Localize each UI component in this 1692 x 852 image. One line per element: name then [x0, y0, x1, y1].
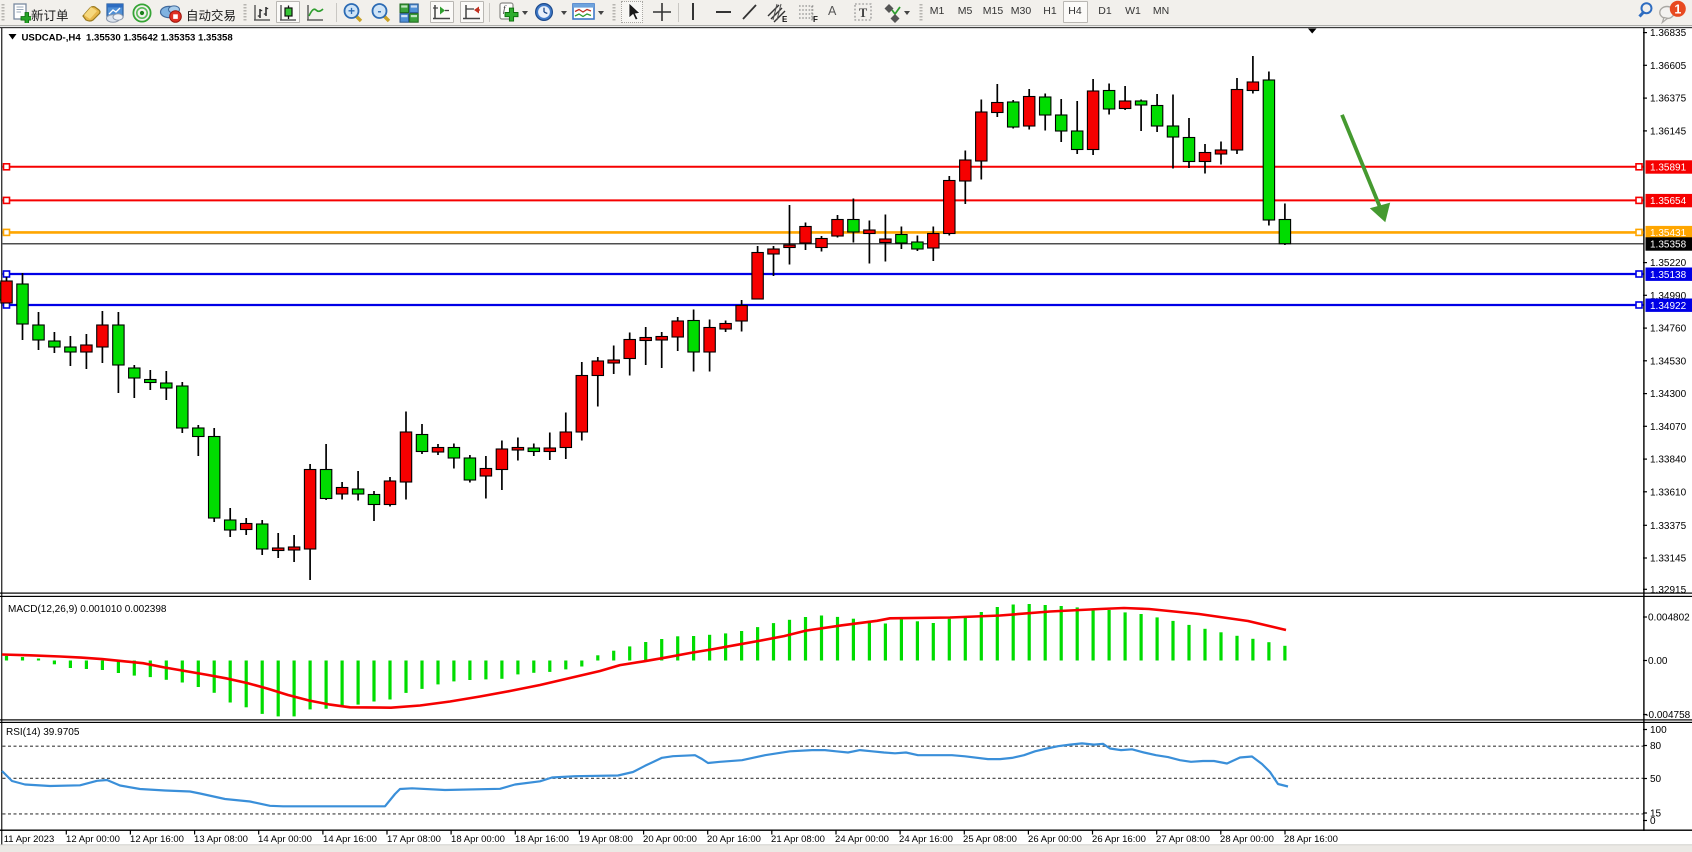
svg-text:17 Apr 08:00: 17 Apr 08:00: [387, 834, 441, 845]
svg-text:20 Apr 16:00: 20 Apr 16:00: [707, 834, 761, 845]
svg-text:19 Apr 08:00: 19 Apr 08:00: [579, 834, 633, 845]
svg-text:1.36375: 1.36375: [1650, 94, 1687, 105]
svg-text:-: -: [378, 4, 382, 18]
svg-text:1.35138: 1.35138: [1650, 270, 1687, 281]
svg-text:1.34760: 1.34760: [1650, 324, 1687, 335]
svg-text:1.36835: 1.36835: [1650, 28, 1687, 39]
svg-text:1.33375: 1.33375: [1650, 521, 1687, 532]
svg-text:1.35654: 1.35654: [1650, 196, 1687, 207]
svg-text:26 Apr 16:00: 26 Apr 16:00: [1092, 834, 1146, 845]
svg-text:E: E: [782, 15, 788, 24]
svg-text:0: 0: [1650, 816, 1656, 827]
svg-text:21 Apr 08:00: 21 Apr 08:00: [771, 834, 825, 845]
svg-text:1.34530: 1.34530: [1650, 356, 1687, 367]
svg-text:13 Apr 08:00: 13 Apr 08:00: [194, 834, 248, 845]
svg-text:12 Apr 00:00: 12 Apr 00:00: [66, 834, 120, 845]
svg-text:MACD(12,26,9) 0.001010 0.00239: MACD(12,26,9) 0.001010 0.002398: [8, 604, 167, 615]
svg-text:f: f: [503, 4, 507, 14]
svg-text:24 Apr 00:00: 24 Apr 00:00: [835, 834, 889, 845]
svg-text:14 Apr 00:00: 14 Apr 00:00: [258, 834, 312, 845]
svg-text:25 Apr 08:00: 25 Apr 08:00: [963, 834, 1017, 845]
svg-text:1.36145: 1.36145: [1650, 127, 1687, 138]
svg-text:27 Apr 08:00: 27 Apr 08:00: [1156, 834, 1210, 845]
svg-text:+: +: [348, 4, 355, 18]
svg-text:T: T: [859, 6, 868, 20]
svg-text:RSI(14) 39.9705: RSI(14) 39.9705: [6, 727, 80, 738]
svg-text:-0.004758: -0.004758: [1645, 710, 1690, 721]
svg-text:1.34990: 1.34990: [1650, 291, 1687, 302]
svg-text:F: F: [813, 15, 818, 24]
svg-text:1.33610: 1.33610: [1650, 487, 1687, 498]
svg-text:1.35431: 1.35431: [1650, 228, 1687, 239]
svg-text:20 Apr 00:00: 20 Apr 00:00: [643, 834, 697, 845]
svg-text:12 Apr 16:00: 12 Apr 16:00: [130, 834, 184, 845]
svg-text:1.34922: 1.34922: [1650, 301, 1687, 312]
svg-text:18 Apr 00:00: 18 Apr 00:00: [451, 834, 505, 845]
svg-text:0.00: 0.00: [1648, 656, 1668, 667]
svg-text:1.33840: 1.33840: [1650, 455, 1687, 466]
svg-text:1.34300: 1.34300: [1650, 389, 1687, 400]
svg-text:1.35891: 1.35891: [1650, 163, 1687, 174]
svg-text:1.35358: 1.35358: [1650, 240, 1687, 251]
svg-text:0.004802: 0.004802: [1648, 613, 1690, 624]
svg-text:1: 1: [1674, 2, 1681, 16]
svg-text:USDCAD-,H4 1.35530 1.35642 1.: USDCAD-,H4 1.35530 1.35642 1.35353 1.353…: [22, 32, 234, 43]
svg-text:28 Apr 16:00: 28 Apr 16:00: [1284, 834, 1338, 845]
svg-text:1.33145: 1.33145: [1650, 554, 1687, 565]
svg-text:1.34070: 1.34070: [1650, 422, 1687, 433]
svg-text:50: 50: [1650, 774, 1662, 785]
svg-text:24 Apr 16:00: 24 Apr 16:00: [899, 834, 953, 845]
svg-text:15: 15: [1650, 809, 1662, 820]
svg-text:1.32915: 1.32915: [1650, 585, 1687, 596]
svg-text:80: 80: [1650, 741, 1662, 752]
svg-text:18 Apr 16:00: 18 Apr 16:00: [515, 834, 569, 845]
svg-text:1.35220: 1.35220: [1650, 258, 1687, 269]
svg-text:26 Apr 00:00: 26 Apr 00:00: [1028, 834, 1082, 845]
svg-text:100: 100: [1650, 725, 1667, 736]
svg-text:11 Apr 2023: 11 Apr 2023: [4, 834, 55, 845]
svg-text:28 Apr 00:00: 28 Apr 00:00: [1220, 834, 1274, 845]
svg-text:14 Apr 16:00: 14 Apr 16:00: [323, 834, 377, 845]
svg-text:1.36605: 1.36605: [1650, 61, 1687, 72]
